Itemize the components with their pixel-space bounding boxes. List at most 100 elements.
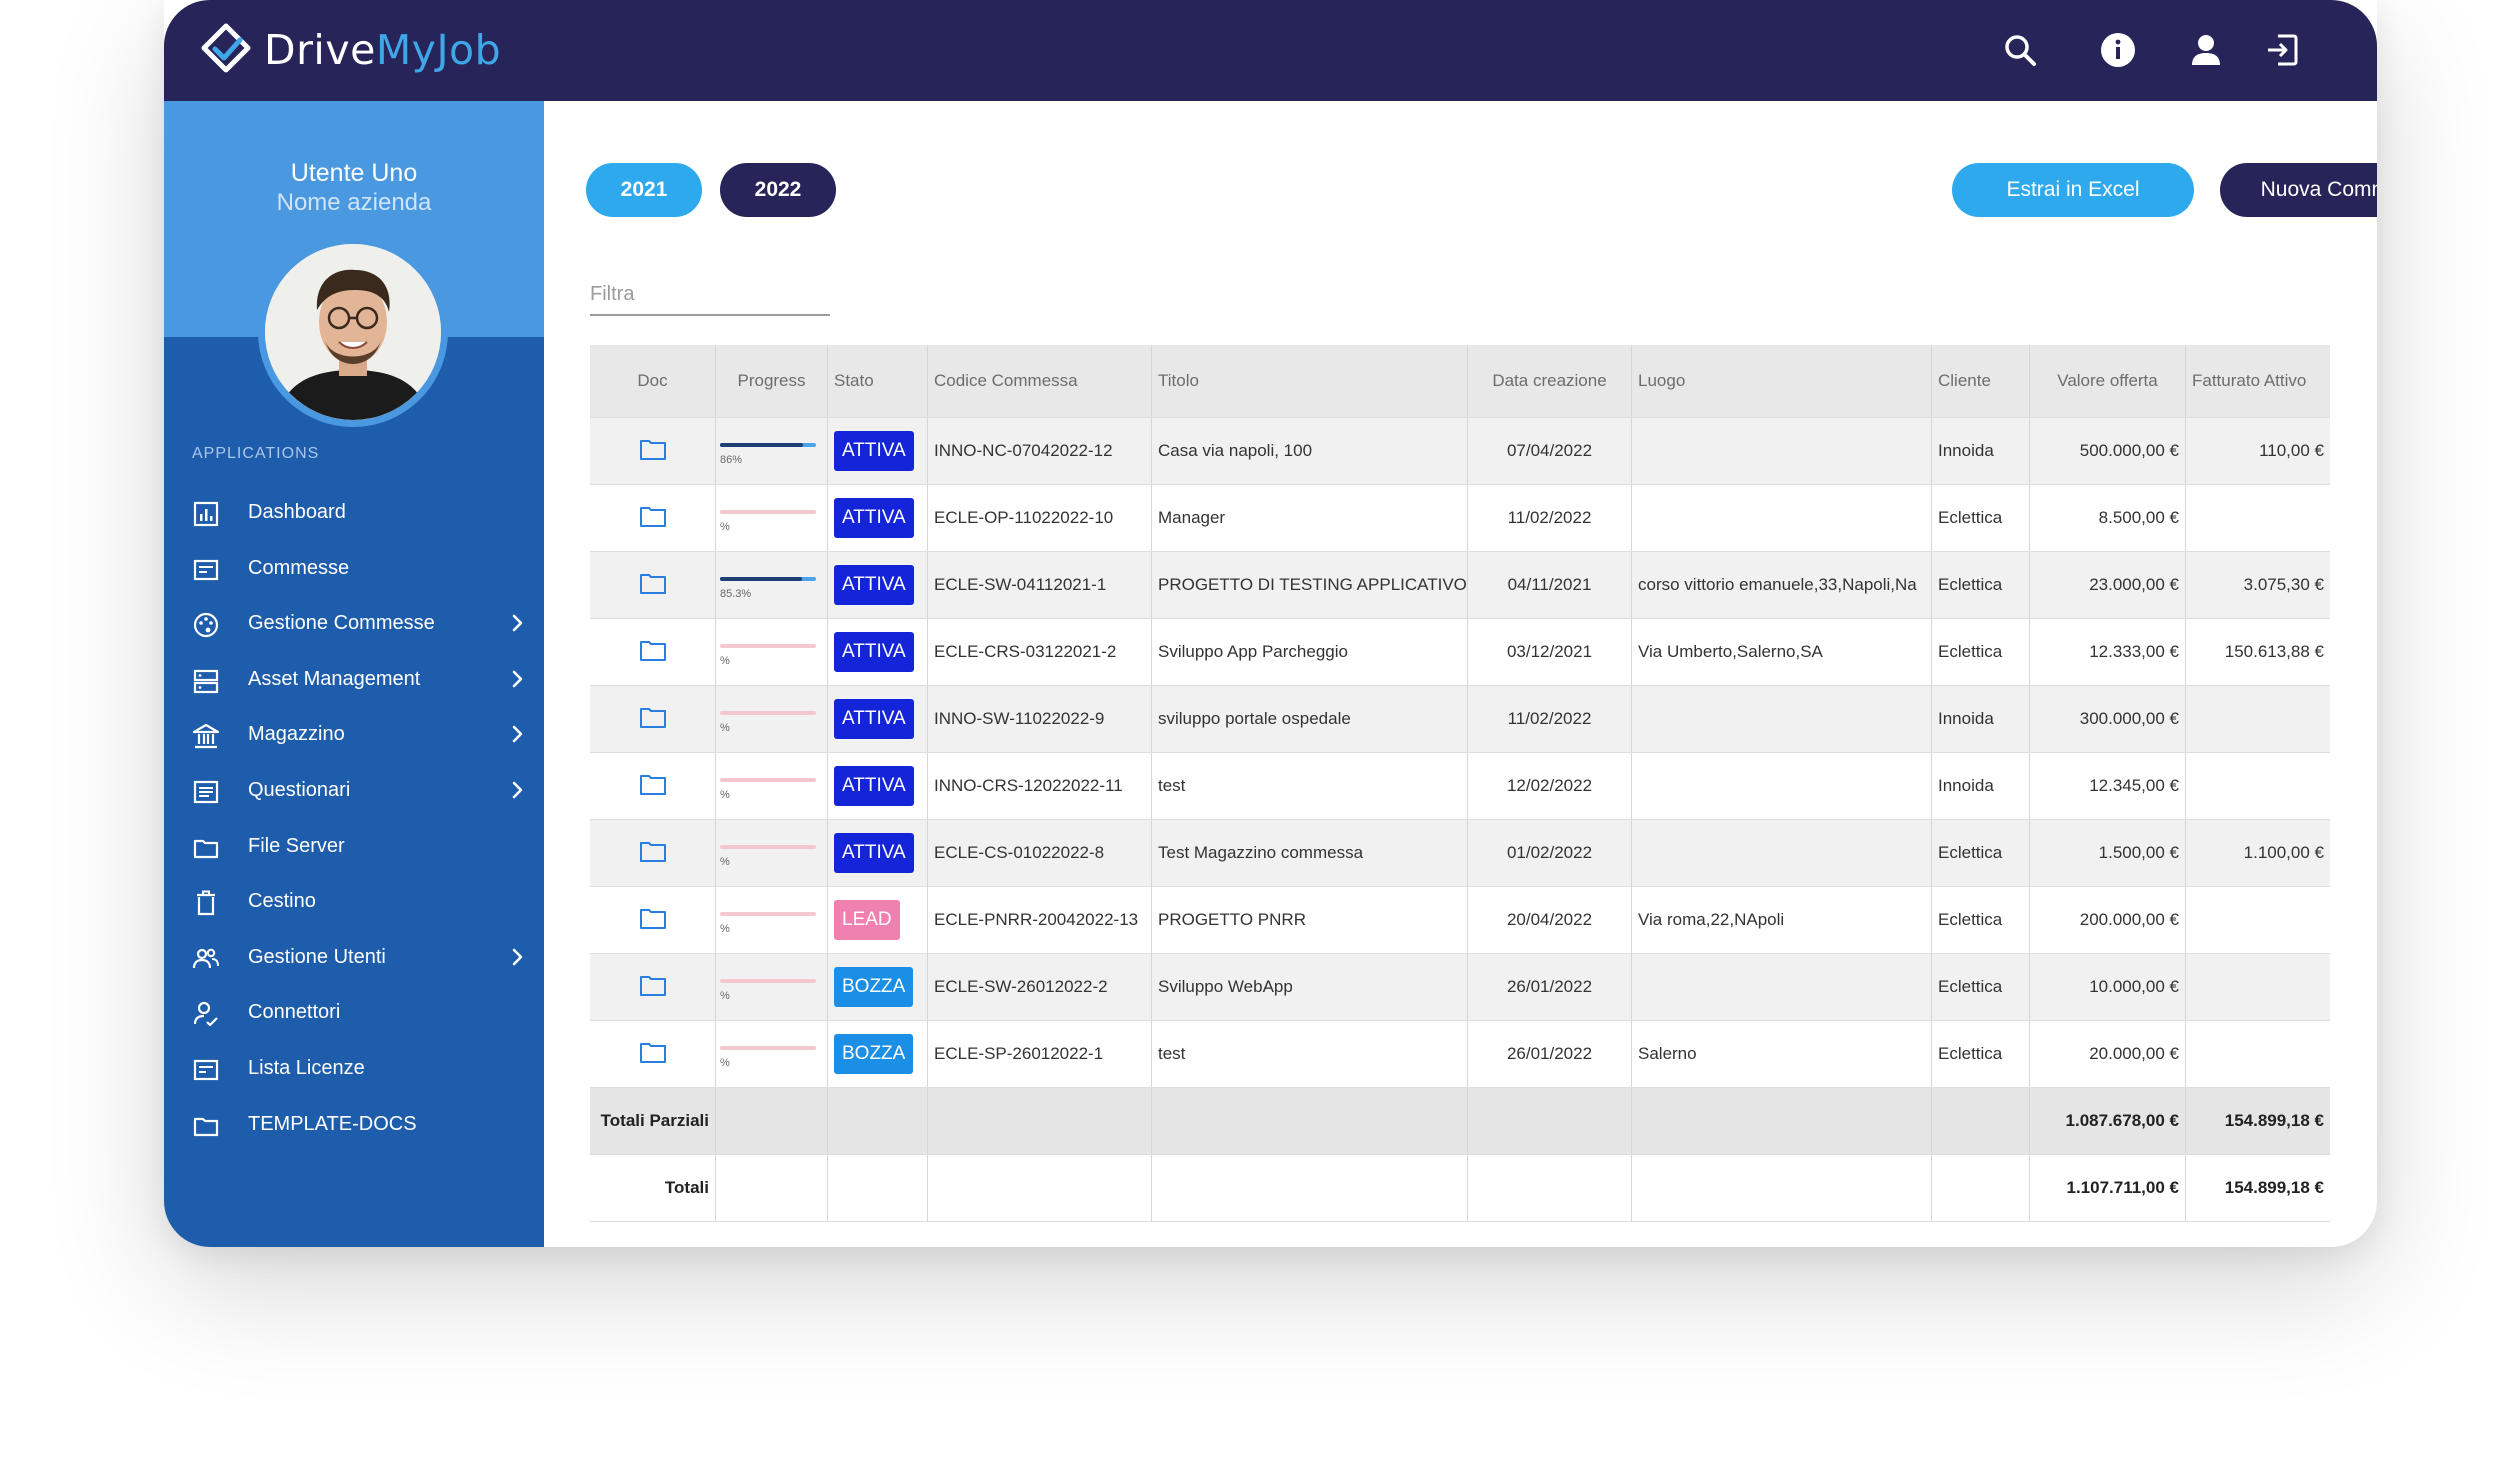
progress-track [720, 711, 816, 715]
folder-icon[interactable] [639, 772, 667, 801]
header-valore[interactable]: Valore offerta [2030, 345, 2186, 417]
status-badge: ATTIVA [834, 699, 914, 739]
info-icon[interactable] [2096, 28, 2140, 72]
data-cell: 20/04/2022 [1468, 887, 1632, 953]
codice-cell: ECLE-CS-01022022-8 [928, 820, 1152, 886]
progress-label: 86% [720, 454, 743, 466]
sidebar-item-file-server[interactable]: File Server [164, 822, 544, 870]
header-cliente[interactable]: Cliente [1932, 345, 2030, 417]
empty-cell [928, 1088, 1152, 1154]
logout-icon[interactable] [2260, 28, 2304, 72]
valore-cell: 500.000,00 € [2030, 418, 2186, 484]
header-doc[interactable]: Doc [590, 345, 716, 417]
doc-cell [590, 753, 716, 819]
titolo-cell: Casa via napoli, 100 [1152, 418, 1468, 484]
data-cell: 03/12/2021 [1468, 619, 1632, 685]
table-row[interactable]: % ATTIVA ECLE-OP-11022022-10 Manager 11/02/2… [590, 485, 2330, 552]
header-data[interactable]: Data creazione [1468, 345, 1632, 417]
dashboard-icon [192, 500, 220, 528]
sidebar-item-gestione-utenti[interactable]: Gestione Utenti [164, 933, 544, 981]
header-fatturato[interactable]: Fatturato Attivo [2192, 371, 2307, 390]
progress-track [720, 510, 816, 514]
data-cell: 26/01/2022 [1468, 1021, 1632, 1087]
table-row[interactable]: 86% ATTIVA INNO-NC-07042022-12 Casa via nap… [590, 418, 2330, 485]
sidebar-item-gestione-commesse[interactable]: Gestione Commesse [164, 599, 544, 647]
app-logo[interactable]: Drive MyJob [198, 20, 501, 80]
top-bar: Drive MyJob [164, 0, 2377, 101]
sidebar-item-label: Connettori [248, 1001, 341, 1024]
chevron-right-icon [508, 724, 528, 744]
header-titolo[interactable]: Titolo [1152, 345, 1468, 417]
sidebar-item-label: Asset Management [248, 667, 421, 690]
status-badge: ATTIVA [834, 498, 914, 538]
sidebar-item-commesse[interactable]: Commesse [164, 544, 544, 592]
empty-cell [1152, 1155, 1468, 1221]
empty-cell [828, 1088, 928, 1154]
doc-cell [590, 485, 716, 551]
folder-icon[interactable] [639, 906, 667, 935]
new-commessa-button[interactable]: Nuova Commessa [2220, 163, 2377, 217]
table-row[interactable]: % ATTIVA INNO-SW-11022022-9 sviluppo portal… [590, 686, 2330, 753]
folder-icon[interactable] [639, 638, 667, 667]
folder-icon[interactable] [639, 705, 667, 734]
stato-cell: ATTIVA [828, 686, 928, 752]
sidebar-item-asset-management[interactable]: Asset Management [164, 655, 544, 703]
filter-input[interactable]: Filtra [590, 283, 635, 305]
year-2021-button[interactable]: 2021 [586, 163, 702, 217]
warehouse-icon [192, 722, 220, 750]
data-cell: 11/02/2022 [1468, 485, 1632, 551]
progress-fill [720, 577, 802, 581]
progress-track [720, 577, 816, 581]
table-row[interactable]: % ATTIVA ECLE-CRS-03122021-2 Sviluppo App P… [590, 619, 2330, 686]
progress-track [720, 644, 816, 648]
table-row[interactable]: % BOZZA ECLE-SP-26012022-1 test 26/01/2022 Sa… [590, 1021, 2330, 1088]
doc-cell [590, 552, 716, 618]
cliente-cell: Eclettica [1932, 887, 2030, 953]
fatturato-cell [2186, 485, 2330, 551]
empty-cell [1152, 1088, 1468, 1154]
header-codice[interactable]: Codice Commessa [928, 345, 1152, 417]
sidebar-item-cestino[interactable]: Cestino [164, 877, 544, 925]
search-icon[interactable] [1998, 28, 2042, 72]
progress-bar: % [716, 954, 827, 1020]
export-excel-button[interactable]: Estrai in Excel [1952, 163, 2194, 217]
sidebar-item-magazzino[interactable]: Magazzino [164, 710, 544, 758]
sidebar-item-lista-licenze[interactable]: Lista Licenze [164, 1044, 544, 1092]
cliente-cell: Innoida [1932, 753, 2030, 819]
user-icon[interactable] [2184, 28, 2228, 72]
table-row[interactable]: % ATTIVA ECLE-CS-01022022-8 Test Magazzino … [590, 820, 2330, 887]
folder-icon[interactable] [639, 839, 667, 868]
folder-icon[interactable] [639, 973, 667, 1002]
year-2022-button[interactable]: 2022 [720, 163, 836, 217]
header-stato[interactable]: Stato [828, 345, 928, 417]
progress-track [720, 845, 816, 849]
header-luogo[interactable]: Luogo [1632, 345, 1932, 417]
progress-label: % [720, 856, 730, 868]
valore-cell: 1.500,00 € [2030, 820, 2186, 886]
brand-name-part1: Drive [264, 26, 376, 74]
avatar[interactable] [258, 237, 448, 427]
sidebar-item-dashboard[interactable]: Dashboard [164, 488, 544, 536]
titolo-cell: sviluppo portale ospedale [1152, 686, 1468, 752]
data-cell: 11/02/2022 [1468, 686, 1632, 752]
fatturato-cell: 1.100,00 € [2243, 843, 2324, 862]
empty-cell [1932, 1155, 2030, 1221]
progress-bar: % [716, 753, 827, 819]
sidebar-item-template-docs[interactable]: TEMPLATE-DOCS [164, 1100, 544, 1148]
table-row[interactable]: % BOZZA ECLE-SW-26012022-2 Sviluppo WebApp 2… [590, 954, 2330, 1021]
sidebar-item-questionari[interactable]: Questionari [164, 766, 544, 814]
sidebar-item-connettori[interactable]: Connettori [164, 988, 544, 1036]
sidebar-item-label: Gestione Commesse [248, 612, 435, 635]
table-row[interactable]: % LEAD ECLE-PNRR-20042022-13 PROGETTO PNRR 2… [590, 887, 2330, 954]
folder-icon[interactable] [639, 504, 667, 533]
progress-cell: % [716, 619, 828, 685]
folder-icon[interactable] [639, 437, 667, 466]
table-row[interactable]: 85.3% ATTIVA ECLE-SW-04112021-1 PROGETTO DI… [590, 552, 2330, 619]
folder-icon[interactable] [639, 571, 667, 600]
table-row[interactable]: % ATTIVA INNO-CRS-12022022-11 test 12/02/202… [590, 753, 2330, 820]
progress-label: 85.3% [720, 588, 752, 600]
header-progress[interactable]: Progress [716, 345, 828, 417]
sidebar-item-label: TEMPLATE-DOCS [248, 1112, 417, 1135]
folder-icon[interactable] [639, 1040, 667, 1069]
sidebar-item-label: Gestione Utenti [248, 945, 386, 968]
